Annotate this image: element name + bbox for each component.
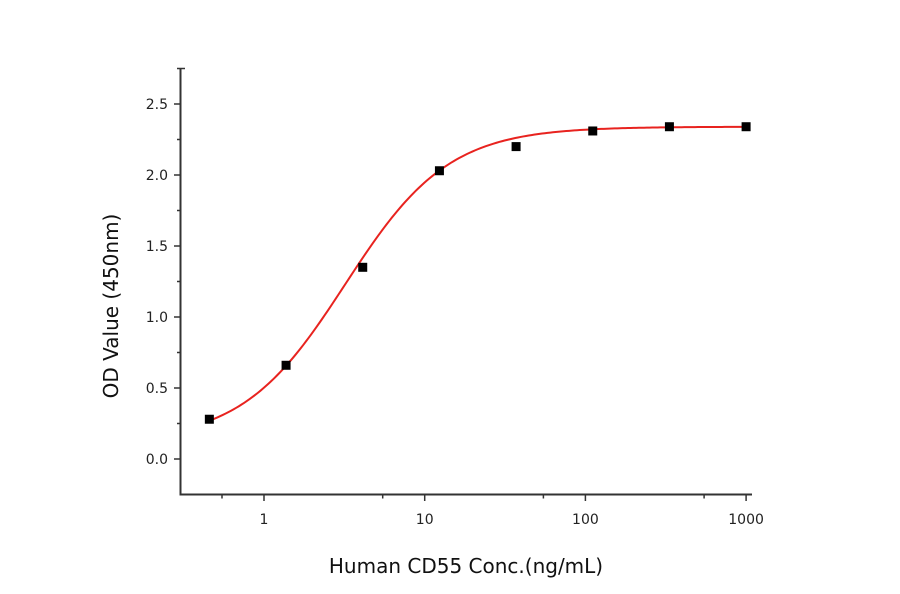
y-ticks: 0.0 0.5 1.0 1.5 2.0 2.5	[146, 67, 181, 468]
x-tick-label: 1	[260, 512, 269, 528]
x-tick-label: 1000	[728, 512, 764, 528]
data-point	[664, 122, 674, 132]
data-point	[204, 414, 214, 424]
x-ticks: 1 10 100 1000	[221, 494, 764, 528]
y-tick-label: 0.5	[146, 381, 168, 397]
x-tick-label: 100	[572, 512, 599, 528]
y-tick-label: 2.0	[146, 168, 168, 184]
y-axis-title: OD Value (450nm)	[99, 214, 123, 399]
data-point	[281, 360, 291, 370]
y-tick-label: 2.5	[146, 97, 168, 113]
fit-curve	[208, 125, 747, 422]
data-point	[434, 166, 444, 176]
y-tick-label: 1.0	[146, 310, 168, 326]
data-point	[358, 262, 368, 272]
data-point	[741, 122, 751, 132]
data-points	[204, 122, 751, 424]
y-tick-label: 0.0	[146, 452, 168, 468]
data-point	[588, 126, 598, 136]
axes: 0.0 0.5 1.0 1.5 2.0 2.5 1 10 100 1000	[146, 67, 764, 528]
y-tick-label: 1.5	[146, 239, 168, 255]
x-axis-title: Human CD55 Conc.(ng/mL)	[329, 554, 603, 578]
data-point	[511, 142, 521, 152]
x-tick-label: 10	[416, 512, 434, 528]
